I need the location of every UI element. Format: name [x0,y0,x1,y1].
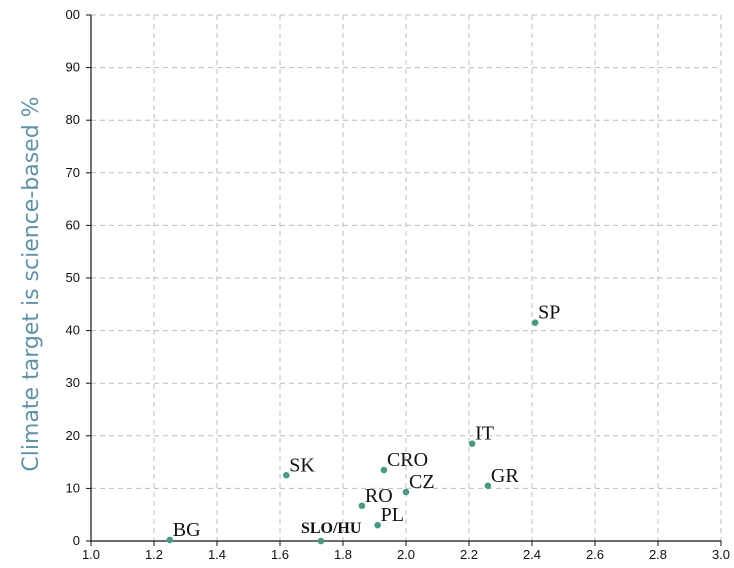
y-tick-label: 50 [66,270,80,285]
y-tick-label: 90 [66,60,80,75]
x-tick-label: 2.0 [397,547,415,562]
x-tick-label: 2.4 [523,547,541,562]
point-layer [166,319,539,545]
point-label-gr: GR [491,465,519,487]
data-point-slo-hu [317,537,325,545]
y-tick-label: 20 [66,428,80,443]
data-point-sp [531,319,539,327]
y-tick-label: 0 [73,533,80,548]
data-point-cro [380,466,388,474]
point-label-bg: BG [173,519,201,541]
x-tick-label: 1.2 [145,547,163,562]
point-label-sk: SK [289,454,315,476]
data-point-it [468,440,476,447]
data-point-gr [484,482,492,490]
data-point-pl [374,521,381,529]
point-label-cro: CRO [387,449,428,471]
y-tick-label: 70 [66,165,80,180]
data-point-bg [166,536,174,544]
y-tick-label: 30 [66,375,80,390]
point-label-pl: PL [381,504,404,526]
data-point-sk [283,471,290,479]
point-label-ro: RO [365,485,393,507]
y-tick-label: 60 [66,217,80,232]
point-label-cz: CZ [409,471,435,493]
x-tick-label: 1.8 [334,547,352,562]
point-label-slo-hu: SLO/HU [301,520,362,537]
y-tick-label: 10 [66,480,80,495]
x-tick-label: 2.8 [649,547,667,562]
data-point-ro [358,502,366,510]
y-tick-label: 80 [66,112,80,127]
y-tick-label: 00 [66,7,80,22]
grid-layer [91,14,722,541]
x-tick-label: 2.6 [586,547,604,562]
x-tick-label: 3.0 [712,547,730,562]
point-label-it: IT [475,423,494,445]
x-tick-label: 1.4 [208,547,226,562]
data-point-cz [402,488,410,496]
axis-layer: 1.0 1.2 1.4 1.6 1.8 2.0 2.2 2.4 2.6 2.8 3.0 0 10 20 30… [66,7,731,562]
x-tick-label: 1.6 [271,547,289,562]
x-tick-label: 2.2 [460,547,478,562]
point-label-sp: SP [538,302,560,324]
y-axis-title: Climate target is science-based % [19,96,44,471]
y-tick-label: 40 [66,323,80,338]
x-tick-label: 1.0 [82,547,100,562]
